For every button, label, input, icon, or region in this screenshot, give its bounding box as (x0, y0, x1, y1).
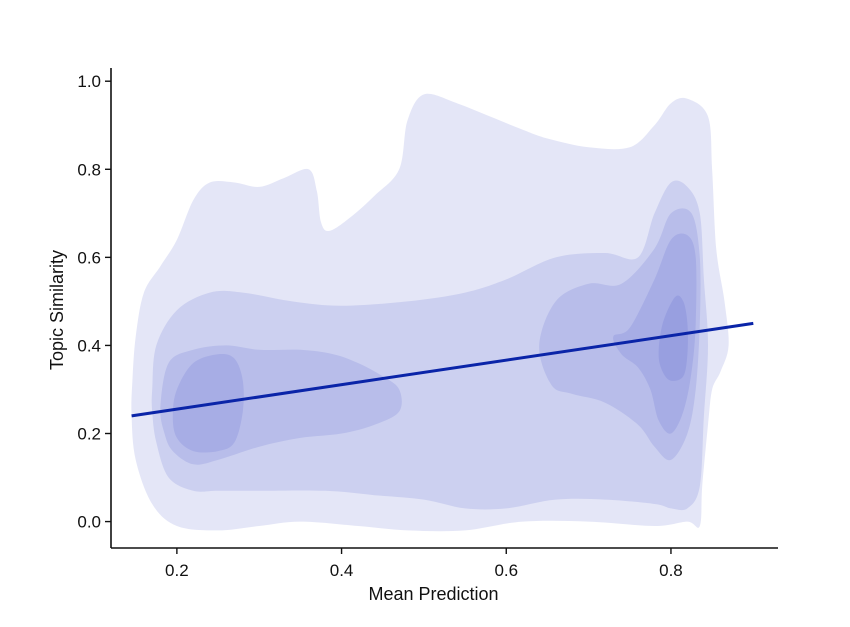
density-level-1-region-1 (131, 93, 729, 532)
y-tick-label: 0.4 (77, 336, 101, 355)
regression-line (131, 321, 754, 418)
density-level-3-region-1 (160, 345, 402, 465)
x-axis-label: Mean Prediction (368, 584, 498, 604)
y-axis-label: Topic Similarity (47, 250, 67, 370)
density-level-2-region-1 (151, 180, 709, 511)
y-tick-label: 0.0 (77, 513, 101, 532)
y-tick-label: 0.2 (77, 425, 101, 444)
x-tick-label: 0.8 (659, 561, 683, 580)
x-tick-label: 0.6 (494, 561, 518, 580)
density-level-3-region-2 (539, 208, 701, 461)
density-level-5-region-1 (658, 295, 688, 381)
y-tick-label: 0.8 (77, 160, 101, 179)
y-tick-label: 1.0 (77, 72, 101, 91)
x-ticks: 0.2 0.4 0.6 0.8 (165, 548, 683, 580)
x-tick-label: 0.2 (165, 561, 189, 580)
density-contours (131, 93, 729, 532)
density-level-4-region-2 (613, 233, 697, 434)
axes (110, 68, 778, 549)
y-tick-label: 0.6 (77, 248, 101, 267)
x-tick-label: 0.4 (330, 561, 354, 580)
regression-line-group (131, 321, 754, 418)
y-ticks: 0.0 0.2 0.4 0.6 0.8 1.0 (77, 72, 111, 532)
